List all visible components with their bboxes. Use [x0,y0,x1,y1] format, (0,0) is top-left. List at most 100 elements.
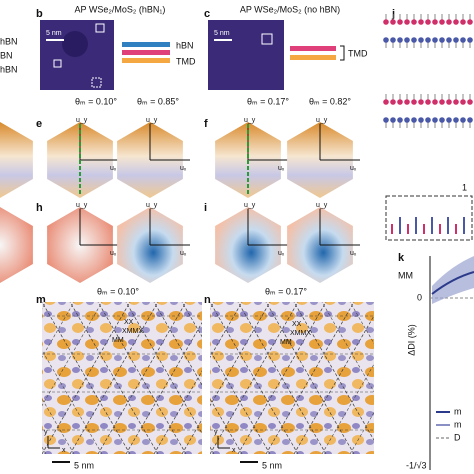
curve [431,271,474,295]
layer [122,58,170,63]
axis-label: uₓ [278,165,285,172]
atom [383,37,389,43]
axis-label: u_y [316,117,328,124]
scale-text: 5 nm [262,460,282,470]
hexagon-map [0,122,33,198]
atom [460,117,466,123]
lattice-line [209,302,299,454]
x-tick-label: -1/√3 [406,460,426,470]
scale-text: 5 nm [74,460,94,470]
left-label: hBN [0,64,18,74]
moire-map [210,302,374,454]
angle-label: θₘ = 0.10° [97,286,139,296]
scale-text: 5 nm [46,30,62,37]
hexagon-map [0,207,33,283]
atom [404,37,410,43]
axis-label: y [44,429,48,436]
atom [397,19,403,25]
layer [122,50,170,55]
axis-label: uₓ [110,165,117,172]
axis-label: u_y [146,117,158,124]
atom [446,19,452,25]
atom [411,19,417,25]
lattice-line [237,302,327,454]
atom [453,99,459,105]
lattice-line [153,302,243,454]
panel-label: k [398,252,405,264]
left-label: hBN [0,36,18,46]
axis-label: u_y [146,202,158,209]
axis-label: u_y [244,117,256,124]
atom [460,19,466,25]
atom [425,99,431,105]
marker [261,33,273,45]
axis-label: uₓ [278,250,285,257]
atom [467,37,473,43]
lattice-line [42,302,47,454]
panel-label: e [36,118,42,130]
lattice-line [69,302,159,454]
lattice-line [0,302,18,454]
moire-map [42,302,202,454]
legend-label: TMD [348,48,368,58]
stacking-label: XMMX [122,328,143,335]
lattice-line [42,302,47,454]
lattice-line [349,302,374,454]
angle-label: θₘ = 0.85° [137,96,179,106]
atom [404,117,410,123]
atom [467,117,473,123]
atom [425,37,431,43]
atom [418,19,424,25]
stacking-label: XMMX [290,330,311,337]
angle-label: θₘ = 0.82° [309,96,351,106]
layer [290,55,336,60]
angle-label: θₘ = 0.17° [265,286,307,296]
atom [453,37,459,43]
legend-label: m [454,419,462,429]
panel-label: h [36,202,43,214]
panel-label: f [204,118,208,130]
panel-label: i [204,202,207,214]
lattice-line [378,302,466,454]
panel-label: c [204,8,210,20]
stacking-label: MM [112,337,124,344]
y-axis-label: ΔDI (%) [406,324,416,356]
axis-label: uₓ [180,165,187,172]
atom [404,19,410,25]
atom [411,37,417,43]
layer [290,46,336,51]
inset-box [385,195,473,241]
axis-label: uₓ [110,250,117,257]
marker [53,59,62,68]
angle-label: θₘ = 0.10° [75,96,117,106]
atom [397,37,403,43]
atom [467,19,473,25]
axes [247,209,288,246]
axis-label: uₓ [350,165,357,172]
atom [390,19,396,25]
atom [383,99,389,105]
layer [122,42,170,47]
stacking-label: XX [124,319,134,326]
panel-label: n [204,294,211,306]
lattice-line [434,302,474,454]
axis-label: uₓ [350,250,357,257]
atom [390,99,396,105]
atom [439,37,445,43]
atom [460,37,466,43]
lattice-line [181,302,271,454]
axes [79,209,120,246]
atom [467,99,473,105]
atom [397,117,403,123]
atom [390,117,396,123]
atom [432,37,438,43]
axis-label: x [62,447,66,454]
atom [432,99,438,105]
lattice-line [293,302,374,454]
atom [432,19,438,25]
lattice-line [125,302,215,454]
atom [446,117,452,123]
atom [411,99,417,105]
scale-text: 5 nm [214,30,230,37]
atom [418,117,424,123]
